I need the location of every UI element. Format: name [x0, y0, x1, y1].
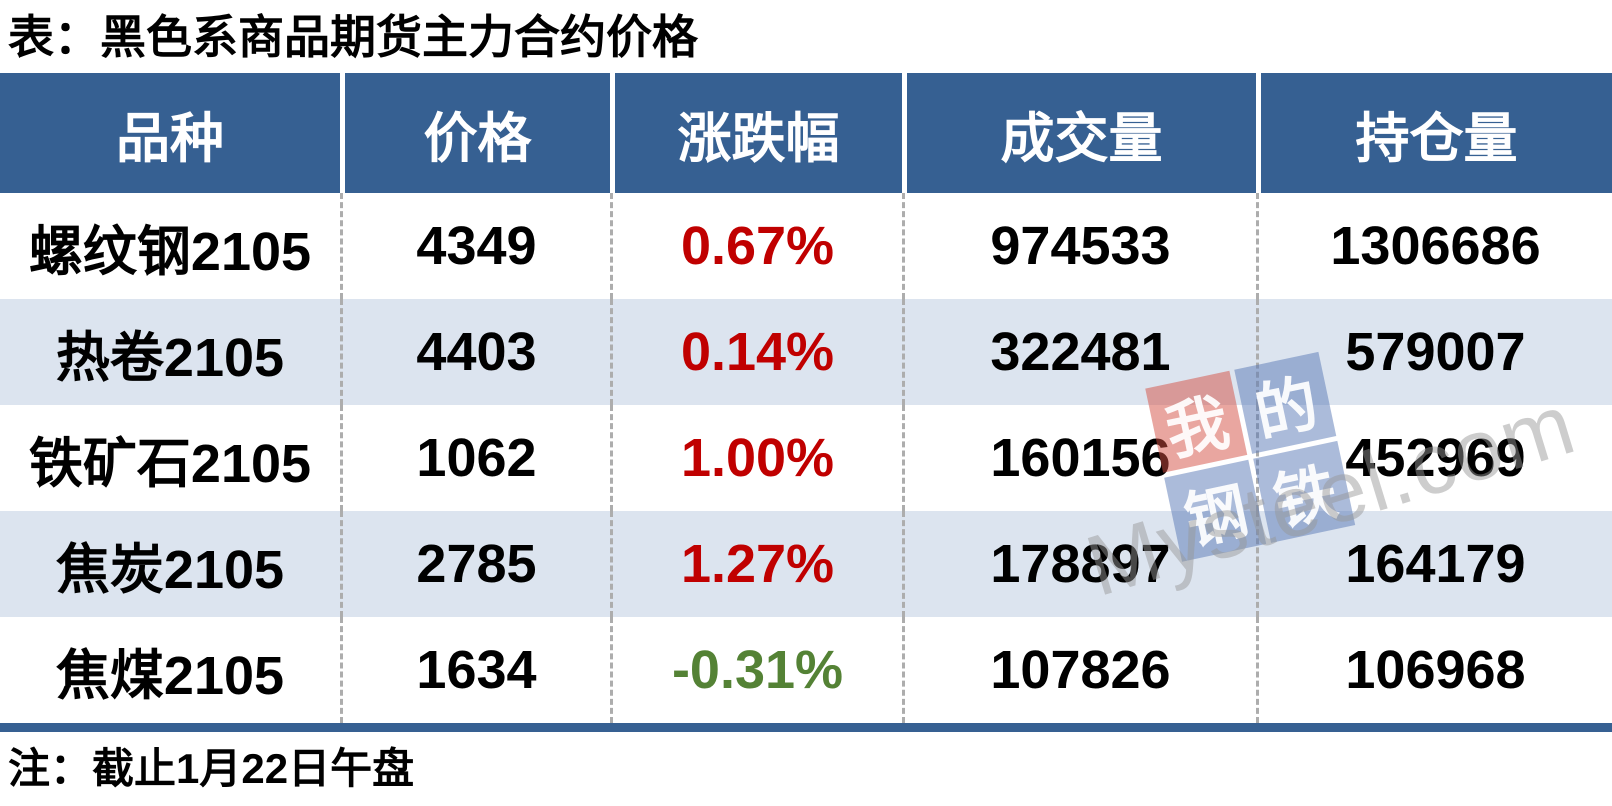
cell-variety: 焦煤2105 — [55, 645, 285, 706]
cell-variety: 螺纹钢2105 — [28, 221, 312, 282]
cell-open-interest: 452969 — [1256, 405, 1612, 511]
cell-open-interest: 1306686 — [1256, 193, 1612, 299]
table-row: 焦炭2105 2785 1.27% 178897 164179 — [0, 511, 1612, 617]
cell-volume: 974533 — [902, 193, 1256, 299]
cell-variety: 焦炭2105 — [55, 539, 285, 600]
cell-variety: 热卷2105 — [55, 327, 285, 388]
cell-change: 0.67% — [610, 193, 902, 299]
cell-volume: 160156 — [902, 405, 1256, 511]
cell-price: 4349 — [340, 193, 610, 299]
column-header-open-interest: 持仓量 — [1256, 73, 1612, 193]
cell-change: 0.14% — [610, 299, 902, 405]
cell-open-interest: 164179 — [1256, 511, 1612, 617]
column-header-change: 涨跌幅 — [610, 73, 902, 193]
cell-open-interest: 579007 — [1256, 299, 1612, 405]
cell-variety: 铁矿石2105 — [28, 433, 312, 494]
cell-price: 4403 — [340, 299, 610, 405]
footnote: 注：截止1月22日午盘 — [8, 745, 415, 792]
column-header-variety: 品种 — [116, 108, 224, 169]
cell-price: 2785 — [340, 511, 610, 617]
table-row: 铁矿石2105 1062 1.00% 160156 452969 — [0, 405, 1612, 511]
table-bottom-rule — [0, 723, 1612, 732]
cell-price: 1634 — [340, 617, 610, 723]
cell-open-interest: 106968 — [1256, 617, 1612, 723]
table-row: 螺纹钢2105 4349 0.67% 974533 1306686 — [0, 193, 1612, 299]
table-body: 螺纹钢2105 4349 0.67% 974533 1306686 热卷2105 4403 0… — [0, 193, 1612, 723]
page-title: 表：黑色系商品期货主力合约价格 — [8, 11, 698, 63]
table-row: 热卷2105 4403 0.14% 322481 579007 — [0, 299, 1612, 405]
column-header-price: 价格 — [340, 73, 610, 193]
column-header-volume: 成交量 — [902, 73, 1256, 193]
table-header-row: 品种 价格 涨跌幅 成交量 持仓量 — [0, 73, 1612, 193]
cell-change: 1.27% — [610, 511, 902, 617]
cell-change: -0.31% — [610, 617, 902, 723]
table-row: 焦煤2105 1634 -0.31% 107826 106968 — [0, 617, 1612, 723]
cell-volume: 322481 — [902, 299, 1256, 405]
cell-price: 1062 — [340, 405, 610, 511]
cell-volume: 107826 — [902, 617, 1256, 723]
cell-change: 1.00% — [610, 405, 902, 511]
cell-volume: 178897 — [902, 511, 1256, 617]
